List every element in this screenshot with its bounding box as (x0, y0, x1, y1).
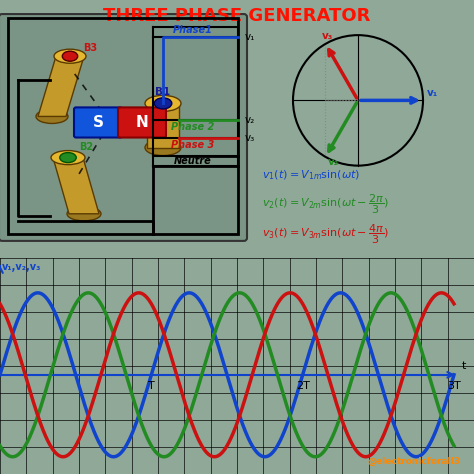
Text: B1: B1 (155, 87, 171, 97)
Text: t: t (462, 361, 466, 371)
Text: v₁,v₂,v₃: v₁,v₂,v₃ (2, 262, 41, 272)
Text: $v_3(t) = V_{3m}\sin(\omega t - \dfrac{4\pi}{3})$: $v_3(t) = V_{3m}\sin(\omega t - \dfrac{4… (262, 222, 389, 246)
Text: 3T: 3T (447, 381, 461, 391)
Text: N: N (136, 115, 148, 130)
Text: v₂: v₂ (245, 116, 255, 126)
Text: Phase 3: Phase 3 (172, 139, 215, 149)
FancyBboxPatch shape (118, 108, 166, 137)
Ellipse shape (51, 151, 85, 164)
Text: Neutre: Neutre (174, 155, 212, 165)
Text: v₃: v₃ (245, 133, 255, 143)
Text: @electronicforall3: @electronicforall3 (367, 457, 460, 466)
Text: $v_1(t) = V_{1m}\sin(\omega t)$: $v_1(t) = V_{1m}\sin(\omega t)$ (262, 169, 360, 182)
Polygon shape (147, 103, 179, 147)
Text: THREE PHASE GENERATOR: THREE PHASE GENERATOR (103, 7, 371, 25)
Ellipse shape (145, 95, 181, 111)
Text: Phase1: Phase1 (173, 25, 213, 35)
Ellipse shape (54, 49, 86, 63)
Ellipse shape (60, 153, 76, 163)
Text: v₁: v₁ (427, 88, 438, 99)
Text: B3: B3 (83, 43, 97, 53)
Polygon shape (38, 56, 84, 117)
Ellipse shape (62, 51, 78, 61)
Text: Phase 2: Phase 2 (172, 122, 215, 132)
Text: v₁: v₁ (245, 32, 255, 42)
Text: v₃: v₃ (321, 31, 333, 41)
Ellipse shape (154, 98, 172, 109)
Text: 2T: 2T (296, 381, 310, 391)
Ellipse shape (145, 139, 181, 155)
FancyBboxPatch shape (0, 14, 247, 241)
Ellipse shape (67, 207, 101, 221)
Text: v₂: v₂ (328, 157, 339, 167)
Text: S: S (92, 115, 103, 130)
Polygon shape (53, 157, 99, 214)
Ellipse shape (36, 109, 68, 123)
Text: B2: B2 (79, 142, 93, 152)
FancyBboxPatch shape (74, 108, 122, 137)
Bar (8, 18, 238, 234)
Text: $v_2(t) = V_{2m}\sin(\omega t - \dfrac{2\pi}{3})$: $v_2(t) = V_{2m}\sin(\omega t - \dfrac{2… (262, 192, 389, 216)
Text: T: T (148, 381, 155, 391)
